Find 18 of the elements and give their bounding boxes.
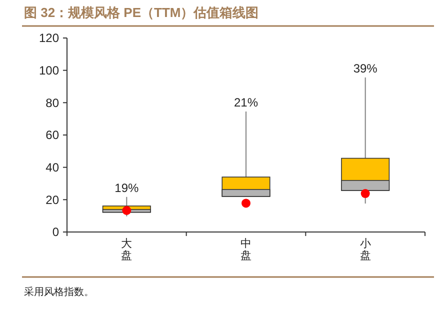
y-tick-label: 120 xyxy=(38,31,60,46)
y-tick-label: 40 xyxy=(46,160,60,175)
y-tick-label: 60 xyxy=(46,128,60,142)
y-tick-label: 100 xyxy=(38,64,60,78)
point xyxy=(360,189,370,198)
y-tick-label: 20 xyxy=(46,192,60,207)
y-tick-label: 80 xyxy=(46,96,60,110)
text: 采用风格指数。 xyxy=(24,286,94,298)
point xyxy=(122,206,132,215)
point xyxy=(242,198,250,208)
chart-title: 图 32：规模风格 PE（TTM）估值箱线图 xyxy=(24,5,259,20)
x-tick-label: 中盘 xyxy=(240,237,252,262)
annotation: 39% xyxy=(353,61,378,76)
x-tick-label: 小盘 xyxy=(360,237,371,262)
annotation: 19% xyxy=(114,180,139,195)
annotation: 21% xyxy=(234,96,258,110)
x-tick-label: 大盘 xyxy=(121,237,132,262)
y-tick-label: 0 xyxy=(52,225,60,240)
